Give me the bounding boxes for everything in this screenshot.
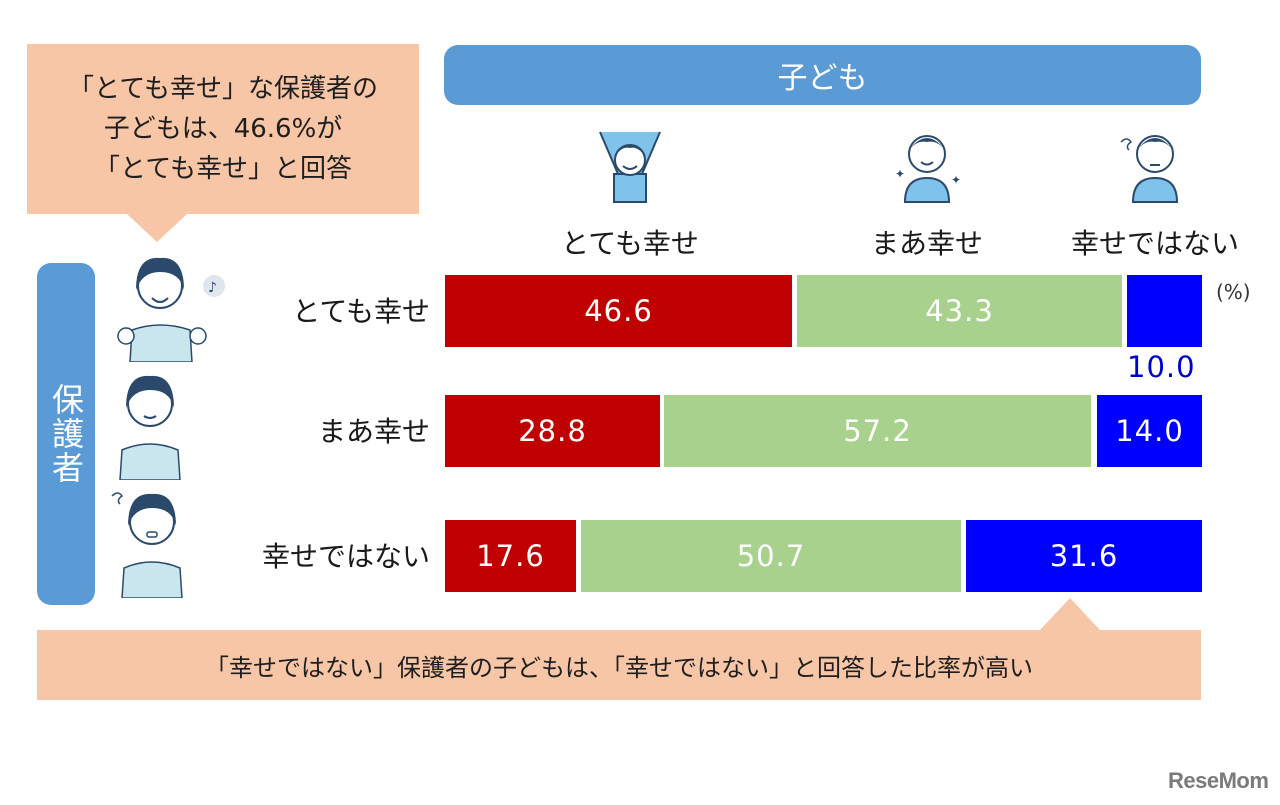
parent-cheering-icon: ♪: [110, 250, 225, 363]
arrow-down-icon: [127, 214, 187, 242]
child-arms-raised-icon: [590, 122, 670, 204]
child-column-label: まあ幸せ: [870, 227, 983, 260]
bar-segment-somewhat-happy: 43.3: [797, 275, 1122, 347]
svg-text:✦: ✦: [951, 173, 961, 187]
callout-not-happy-note: 「幸せではない」保護者の子どもは、「幸せではない」と回答した比率が高い: [37, 630, 1201, 700]
bar-segment-very-happy: 46.6: [445, 275, 792, 347]
bar-label-outside: 10.0: [1127, 350, 1196, 384]
bar-segment-somewhat-happy: 50.7: [581, 520, 961, 592]
bar-segment-somewhat-happy: 57.2: [664, 395, 1091, 467]
child-column-label: 幸せではない: [1070, 227, 1239, 260]
child-column-very-happy: とても幸せ: [530, 122, 730, 262]
child-column-label: とても幸せ: [561, 227, 699, 260]
child-column-somewhat-happy: ✦ ✦ まあ幸せ: [827, 122, 1027, 262]
child-smiling-icon: ✦ ✦: [887, 122, 967, 204]
parent-troubled-icon: [110, 486, 210, 599]
row-label-not-happy: 幸せではない: [261, 540, 430, 573]
child-column-not-happy: 幸せではない: [1055, 122, 1255, 262]
child-axis-header: 子ども: [444, 45, 1201, 105]
arrow-up-icon: [1040, 598, 1100, 630]
bar-segment-not-happy: [1127, 275, 1202, 347]
bar-row-very-happy: 46.6 43.3: [445, 275, 1202, 347]
resemom-logo: ReseMom: [1168, 768, 1269, 793]
svg-text:✦: ✦: [895, 167, 905, 181]
unit-label: (%): [1216, 280, 1251, 304]
bar-segment-not-happy: 14.0: [1097, 395, 1202, 467]
bar-row-somewhat-happy: 28.8 57.2 14.0: [445, 395, 1202, 467]
child-troubled-icon: [1115, 122, 1195, 204]
parent-smiling-icon: [110, 368, 210, 481]
parent-axis-header: 保護者: [37, 263, 95, 605]
bar-segment-not-happy: 31.6: [966, 520, 1202, 592]
row-label-very-happy: とても幸せ: [292, 295, 430, 328]
bar-segment-very-happy: 28.8: [445, 395, 660, 467]
row-label-somewhat-happy: まあ幸せ: [317, 415, 430, 448]
svg-text:♪: ♪: [208, 280, 217, 296]
bar-segment-very-happy: 17.6: [445, 520, 576, 592]
callout-very-happy-note: 「とても幸せ」な保護者の 子どもは、46.6%が 「とても幸せ」と回答: [27, 44, 419, 214]
bar-row-not-happy: 17.6 50.7 31.6: [445, 520, 1202, 592]
